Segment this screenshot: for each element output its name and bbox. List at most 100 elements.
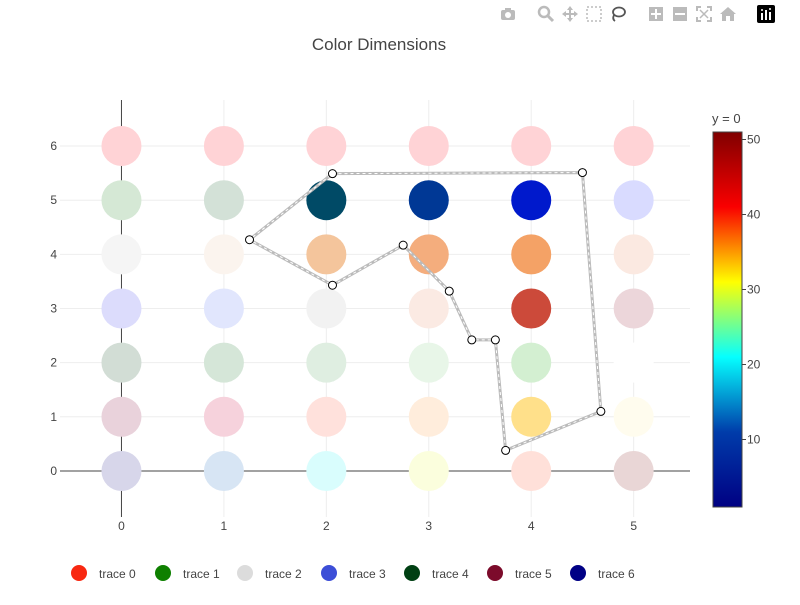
plotly-logo-icon[interactable] [756,4,776,24]
series-2[interactable] [101,234,654,275]
legend-marker-2 [237,565,253,581]
lasso-vertex-2[interactable] [596,406,606,416]
point-s6-4[interactable] [511,450,552,491]
point-s6-5[interactable] [613,450,654,491]
autoscale-icon[interactable] [694,4,714,24]
point-s1-2[interactable] [306,180,347,221]
legend-marker-3 [321,565,337,581]
colorbar-tick-label-1: 20 [747,358,761,372]
lasso-vertex-7[interactable] [398,240,408,250]
point-s5-1[interactable] [203,396,244,437]
series-4[interactable] [101,342,654,383]
series-1[interactable] [101,180,654,221]
series-0[interactable] [101,126,654,167]
point-s2-4[interactable] [511,234,552,275]
point-s1-3[interactable] [408,180,449,221]
point-s4-5[interactable] [613,342,654,383]
lasso-vertex-0[interactable] [327,169,337,179]
series-6[interactable] [101,450,654,491]
reset-axes-icon[interactable] [718,4,738,24]
point-s4-4[interactable] [511,342,552,383]
point-s5-5[interactable] [613,396,654,437]
point-s4-1[interactable] [203,342,244,383]
colorbar-gradient [712,131,743,508]
legend-item-5[interactable]: trace 5 [487,565,552,581]
point-s6-1[interactable] [203,450,244,491]
legend-item-6[interactable]: trace 6 [570,565,635,581]
point-s0-5[interactable] [613,126,654,167]
x-tick-label-1: 1 [221,519,228,533]
legend-item-0[interactable]: trace 0 [71,565,136,581]
point-s2-5[interactable] [613,234,654,275]
zoom-in-icon[interactable] [646,4,666,24]
point-s3-4[interactable] [511,288,552,329]
x-tick-label-0: 0 [118,519,125,533]
x-tick-labels: 0 1 2 3 4 5 [118,519,637,533]
point-s4-0[interactable] [101,342,142,383]
legend-marker-4 [404,565,420,581]
point-s3-0[interactable] [101,288,142,329]
lasso-vertex-1[interactable] [577,168,587,178]
series-3[interactable] [101,288,654,329]
y-tick-label-6: 6 [50,139,57,153]
lasso-vertex-6[interactable] [444,286,454,296]
pan-icon[interactable] [560,4,580,24]
legend-item-4[interactable]: trace 4 [404,565,469,581]
modebar-spacer [632,4,642,24]
legend-item-2[interactable]: trace 2 [237,565,302,581]
lasso-vertex-3[interactable] [501,445,511,455]
x-tick-label-4: 4 [528,519,535,533]
legend-label-5: trace 5 [515,567,552,581]
point-s2-2[interactable] [306,234,347,275]
point-s5-2[interactable] [306,396,347,437]
point-s4-3[interactable] [408,342,449,383]
lasso-select-icon[interactable] [608,4,628,24]
chart-title: Color Dimensions [312,35,446,54]
legend-item-1[interactable]: trace 1 [155,565,220,581]
point-s2-1[interactable] [203,234,244,275]
point-s3-5[interactable] [613,288,654,329]
point-s6-0[interactable] [101,450,142,491]
point-s6-3[interactable] [408,450,449,491]
modebar-spacer [522,4,532,24]
point-s4-2[interactable] [306,342,347,383]
point-s6-2[interactable] [306,450,347,491]
point-s1-5[interactable] [613,180,654,221]
legend[interactable]: trace 0 trace 1 trace 2 trace 3 trace 4 trace… [71,565,635,581]
point-s1-0[interactable] [101,180,142,221]
box-select-icon[interactable] [584,4,604,24]
y-tick-label-3: 3 [50,302,57,316]
point-s3-1[interactable] [203,288,244,329]
point-s1-1[interactable] [203,180,244,221]
point-s5-4[interactable] [511,396,552,437]
x-tick-label-3: 3 [425,519,432,533]
zoom-out-icon[interactable] [670,4,690,24]
series-5[interactable] [101,396,654,437]
legend-item-3[interactable]: trace 3 [321,565,386,581]
lasso-vertex-5[interactable] [467,335,477,345]
y-tick-label-2: 2 [50,356,57,370]
point-s3-2[interactable] [306,288,347,329]
y-tick-label-1: 1 [50,410,57,424]
point-s0-1[interactable] [203,126,244,167]
point-s0-2[interactable] [306,126,347,167]
lasso-vertex-9[interactable] [245,235,255,245]
zoom-icon[interactable] [536,4,556,24]
camera-icon[interactable] [498,4,518,24]
scatter-points[interactable] [101,126,654,491]
point-s5-0[interactable] [101,396,142,437]
point-s2-0[interactable] [101,234,142,275]
point-s1-4[interactable] [511,180,552,221]
lasso-selection[interactable] [245,168,606,455]
lasso-vertex-4[interactable] [490,335,500,345]
point-s0-4[interactable] [511,126,552,167]
point-s5-3[interactable] [408,396,449,437]
point-s0-0[interactable] [101,126,142,167]
y-tick-label-4: 4 [50,247,57,261]
lasso-vertex-8[interactable] [327,280,337,290]
point-s2-3[interactable] [408,234,449,275]
legend-label-0: trace 0 [99,567,136,581]
colorbar-title: y = 0 [712,111,741,126]
point-s0-3[interactable] [408,126,449,167]
point-s3-3[interactable] [408,288,449,329]
